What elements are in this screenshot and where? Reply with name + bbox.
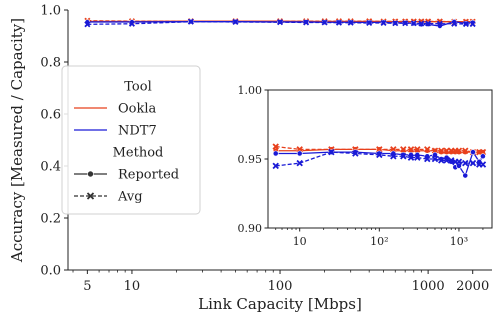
x-axis-label: Link Capacity [Mbps] [198,295,362,313]
inset-frame [267,89,493,229]
series-line [87,21,473,25]
data-point [455,158,463,165]
data-point [272,150,279,157]
data-point [400,153,407,160]
data-point [187,18,194,25]
data-point [424,146,431,153]
data-point [328,148,335,156]
y-tick-label: 0.2 [40,212,61,227]
data-point [87,170,94,178]
legend-label: Ookla [118,102,157,117]
data-point [380,19,387,27]
data-point [402,20,409,27]
data-point [455,147,463,154]
data-point [321,19,328,26]
data-point [392,20,399,27]
data-point [296,146,303,153]
data-point [424,155,431,163]
data-point [425,20,432,27]
legend-header: Method [113,146,164,161]
data-point [469,159,477,167]
data-point [296,150,303,157]
data-point [84,21,91,28]
legend: Tool Ookla NDT7 Method Reported Avg [61,65,201,215]
data-point [376,151,383,159]
data-point [400,146,407,153]
inset-x-tick-label: 10² [370,235,388,248]
data-point [347,19,354,26]
data-point [431,147,439,154]
legend-label: Avg [117,190,143,205]
data-point [432,151,438,158]
data-point [451,20,458,27]
data-point [366,19,373,27]
x-tick-label: 1000 [412,279,445,294]
data-point [272,162,279,170]
series-ndt7-avg [272,148,487,170]
y-tick-label: 0.6 [40,108,61,123]
data-point [407,146,415,153]
data-point [352,150,359,157]
data-point [462,147,469,154]
legend-box [61,65,201,215]
data-point [480,153,486,160]
data-point [469,21,476,28]
x-tick-label: 2000 [456,279,489,294]
data-point [462,21,469,28]
data-point [438,157,445,164]
y-tick-label: 1.0 [40,4,61,19]
legend-label: NDT7 [118,124,157,139]
data-point [128,20,135,27]
data-point [431,155,439,163]
data-point [272,143,279,150]
data-point [448,157,455,164]
legend-header: Tool [124,80,151,95]
y-axis-label: Accuracy [Measured / Capacity] [8,18,26,263]
series-ndt7-avg [84,18,476,28]
data-point [335,19,342,26]
data-point [438,147,445,154]
data-point [436,20,443,27]
series-line [275,151,483,167]
legend-label: Reported [118,168,179,183]
data-point [479,161,487,168]
y-tick-label: 0.4 [40,160,61,175]
inset-y-tick-label: 0.90 [238,222,263,235]
inset-x-tick-label: 10 [293,235,307,248]
data-point [232,18,239,25]
data-point [86,192,95,200]
x-tick-label: 100 [268,279,293,294]
data-point [303,19,310,26]
inset-x-tick-label: 10³ [450,235,468,248]
data-point [462,159,469,167]
data-point [414,154,421,161]
data-point [462,172,469,179]
x-tick-label: 5 [83,279,91,294]
data-point [470,149,476,155]
data-point [407,154,415,161]
inset-y-tick-label: 0.95 [238,153,263,166]
data-point [414,146,421,153]
inset-y-tick-label: 1.00 [238,84,263,97]
y-tick-label: 0.0 [40,264,61,279]
data-point [390,146,397,153]
inset-axes: 0.90 0.95 1.00 10 10² 10³ [238,84,493,248]
data-point [390,153,397,160]
data-point [376,146,383,153]
data-point [410,20,417,27]
y-tick-label: 0.8 [40,56,61,71]
x-tick-label: 10 [124,279,141,294]
data-point [276,19,284,26]
data-point [296,159,303,167]
data-point [479,148,487,156]
data-point [418,20,425,27]
